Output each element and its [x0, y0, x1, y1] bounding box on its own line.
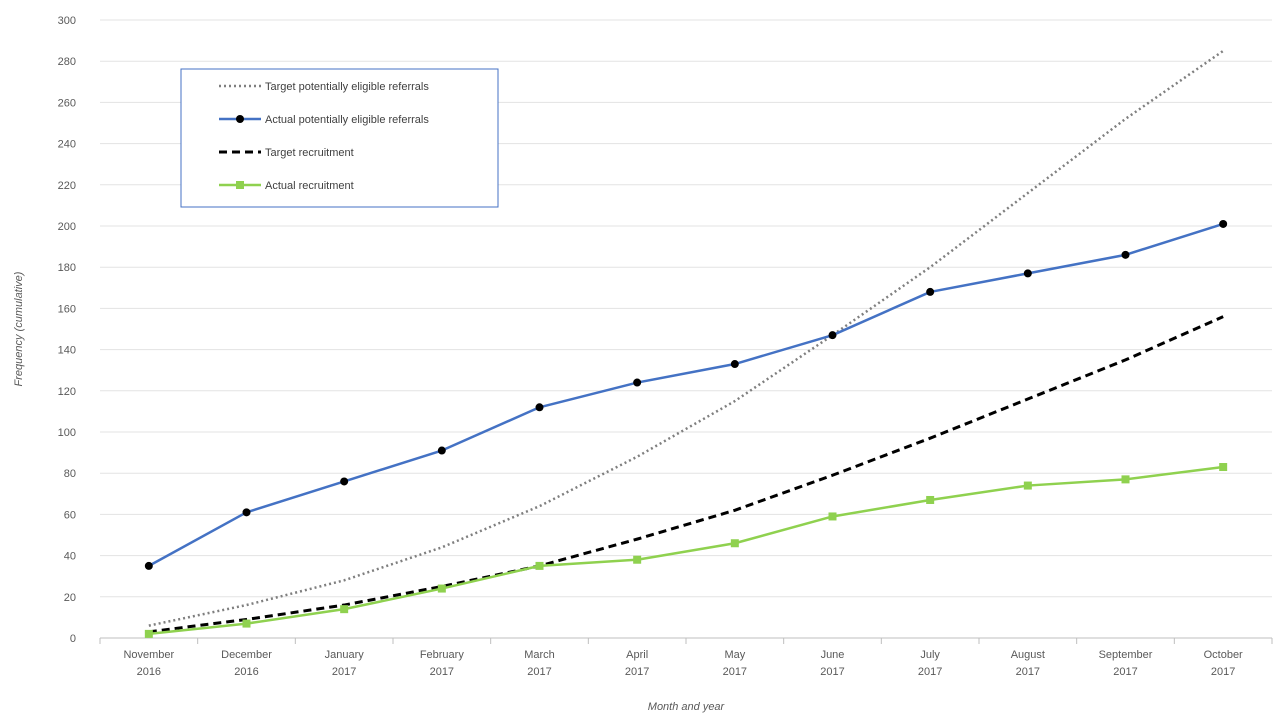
data-point	[242, 508, 251, 517]
x-tick-label: February	[420, 649, 465, 661]
y-tick-label: 220	[58, 180, 76, 192]
legend-label: Target potentially eligible referrals	[265, 81, 429, 93]
x-tick-label: January	[325, 649, 365, 661]
x-tick-label: June	[821, 649, 845, 661]
y-tick-label: 200	[58, 221, 76, 233]
x-tick-label: May	[724, 649, 745, 661]
y-tick-label: 160	[58, 303, 76, 315]
data-point	[633, 555, 642, 564]
x-axis-ticks: November 2016 December 2016 January 2017 Febru…	[123, 649, 1243, 678]
y-tick-label: 280	[58, 56, 76, 68]
data-point	[1023, 269, 1032, 278]
x-tick-label-year: 2016	[234, 666, 258, 678]
y-tick-label: 20	[64, 592, 76, 604]
x-tick-label-year: 2017	[430, 666, 454, 678]
data-point	[437, 446, 446, 455]
data-point	[535, 403, 544, 412]
y-tick-label: 100	[58, 427, 76, 439]
x-tick-label: October	[1204, 649, 1243, 661]
series-line-0	[148, 49, 1224, 627]
legend: Target potentially eligible referrals Act…	[180, 68, 499, 208]
y-axis-title: Frequency (cumulative)	[13, 271, 25, 386]
data-point	[1121, 475, 1130, 484]
legend-label: Target recruitment	[265, 147, 354, 159]
data-point	[340, 605, 349, 614]
x-tick-label: December	[221, 649, 272, 661]
data-point	[730, 360, 739, 369]
x-tick-label-year: 2017	[332, 666, 356, 678]
x-tick-label-year: 2017	[1113, 666, 1137, 678]
legend-label: Actual potentially eligible referrals	[265, 114, 429, 126]
y-tick-label: 260	[58, 97, 76, 109]
y-tick-label: 140	[58, 345, 76, 357]
y-tick-label: 40	[64, 551, 76, 563]
data-point	[437, 584, 446, 593]
legend-label: Actual recruitment	[265, 180, 354, 192]
x-tick-label: April	[626, 649, 648, 661]
y-tick-label: 120	[58, 386, 76, 398]
data-point	[828, 331, 837, 340]
y-tick-label: 240	[58, 139, 76, 151]
x-tick-label-year: 2017	[1211, 666, 1235, 678]
legend-marker	[236, 181, 244, 189]
x-tick-label: March	[524, 649, 555, 661]
y-tick-label: 60	[64, 509, 76, 521]
y-tick-label: 300	[58, 15, 76, 27]
data-point	[633, 378, 642, 387]
data-point	[340, 477, 349, 486]
y-tick-label: 80	[64, 468, 76, 480]
data-point	[144, 629, 153, 638]
x-tick-label-year: 2016	[137, 666, 161, 678]
data-point	[242, 619, 251, 628]
data-point	[1121, 250, 1130, 259]
data-point	[144, 561, 153, 570]
x-tick-label-year: 2017	[918, 666, 942, 678]
legend-marker	[236, 115, 244, 123]
series-lines	[144, 49, 1228, 638]
x-tick-label-year: 2017	[1016, 666, 1040, 678]
x-tick-label: August	[1011, 649, 1045, 661]
x-axis-title: Month and year	[648, 701, 726, 713]
data-point	[1219, 463, 1228, 472]
y-tick-label: 0	[70, 633, 76, 645]
x-tick-label: November	[123, 649, 174, 661]
data-point	[1219, 219, 1228, 228]
x-tick-label-year: 2017	[625, 666, 649, 678]
y-axis-ticks: 0 20 40 60 80 100 120 140 160 180 200 220 240 260 280 3…	[58, 15, 76, 645]
y-tick-label: 180	[58, 262, 76, 274]
data-point	[535, 561, 544, 570]
series-line-3	[148, 465, 1224, 636]
x-tick-label: September	[1099, 649, 1153, 661]
data-point	[926, 287, 935, 296]
series-line-2	[148, 315, 1224, 634]
x-tick-label-year: 2017	[527, 666, 551, 678]
data-point	[1023, 481, 1032, 490]
series-line-1	[148, 222, 1224, 567]
x-tick-label-year: 2017	[820, 666, 844, 678]
data-point	[828, 512, 837, 521]
x-tick-label: July	[920, 649, 940, 661]
data-point	[926, 495, 935, 504]
x-tick-label-year: 2017	[723, 666, 747, 678]
data-point	[730, 539, 739, 548]
